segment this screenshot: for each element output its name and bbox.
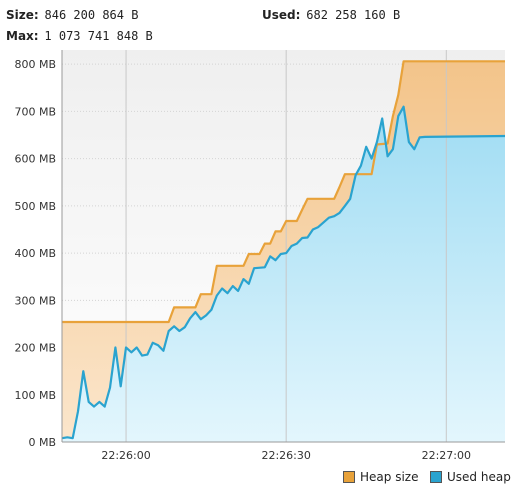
x-tick-label: 22:26:30 bbox=[261, 449, 310, 462]
heap-size-stat: Size: 846 200 864 B bbox=[6, 8, 138, 22]
y-tick-label: 800 MB bbox=[14, 58, 56, 71]
legend-heap-size[interactable]: Heap size bbox=[343, 470, 418, 484]
legend-used-heap-label: Used heap bbox=[447, 470, 511, 484]
y-tick-label: 200 MB bbox=[14, 342, 56, 355]
y-tick-label: 600 MB bbox=[14, 153, 56, 166]
used-heap-stat: Used: 682 258 160 B bbox=[262, 8, 400, 22]
y-tick-label: 700 MB bbox=[14, 105, 56, 118]
size-value: 846 200 864 B bbox=[44, 8, 139, 22]
y-tick-label: 400 MB bbox=[14, 247, 56, 260]
used-heap-area bbox=[62, 106, 505, 442]
y-tick-label: 300 MB bbox=[14, 294, 56, 307]
legend-used-heap[interactable]: Used heap bbox=[430, 470, 511, 484]
x-tick-label: 22:27:00 bbox=[422, 449, 471, 462]
heap-size-line bbox=[62, 60, 505, 324]
used-label: Used: bbox=[262, 8, 301, 22]
legend-used-heap-swatch bbox=[430, 471, 442, 483]
max-label: Max: bbox=[6, 29, 39, 43]
max-heap-stat: Max: 1 073 741 848 B bbox=[6, 29, 153, 43]
max-value: 1 073 741 848 B bbox=[44, 29, 153, 43]
legend-heap-size-label: Heap size bbox=[360, 470, 419, 484]
used-value: 682 258 160 B bbox=[306, 8, 401, 22]
size-label: Size: bbox=[6, 8, 39, 22]
used-heap-line bbox=[61, 105, 506, 440]
x-tick-label: 22:26:00 bbox=[101, 449, 150, 462]
y-tick-label: 0 MB bbox=[28, 436, 56, 449]
y-tick-label: 500 MB bbox=[14, 200, 56, 213]
y-tick-label: 100 MB bbox=[14, 389, 56, 402]
legend-heap-size-swatch bbox=[343, 471, 355, 483]
